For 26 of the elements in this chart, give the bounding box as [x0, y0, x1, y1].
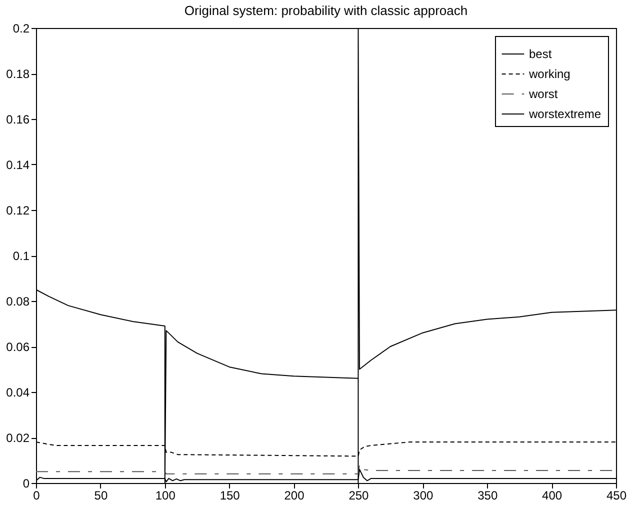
- x-tick-label: 300: [413, 488, 434, 502]
- y-tick-label: 0.2: [12, 22, 30, 36]
- y-tick-label: 0.18: [6, 67, 30, 81]
- y-tick-label: 0.12: [6, 204, 30, 218]
- y-tick-label: 0.1: [12, 249, 30, 263]
- legend-label: worstextreme: [528, 107, 602, 121]
- y-tick-label: 0: [22, 476, 30, 490]
- chart-title: Original system: probability with classic approach: [184, 3, 468, 18]
- x-tick-label: 200: [284, 488, 305, 502]
- legend-label: working: [528, 67, 570, 81]
- y-tick-label: 0.04: [6, 386, 30, 400]
- x-tick-label: 400: [542, 488, 562, 502]
- y-tick-label: 0.16: [6, 112, 30, 126]
- y-tick-label: 0.08: [6, 294, 30, 308]
- y-tick-label: 0.02: [6, 431, 30, 445]
- x-tick-label: 0: [33, 488, 40, 502]
- legend-label: worst: [528, 87, 558, 101]
- legend-label: best: [529, 47, 552, 61]
- x-tick-label: 350: [478, 488, 498, 502]
- x-tick-label: 100: [155, 488, 176, 502]
- y-tick-label: 0.14: [6, 158, 30, 172]
- y-tick-label: 0.06: [6, 340, 30, 354]
- x-tick-label: 50: [94, 488, 108, 502]
- x-tick-label: 250: [348, 488, 370, 502]
- x-tick-label: 150: [220, 488, 240, 502]
- x-tick-label: 450: [606, 488, 627, 502]
